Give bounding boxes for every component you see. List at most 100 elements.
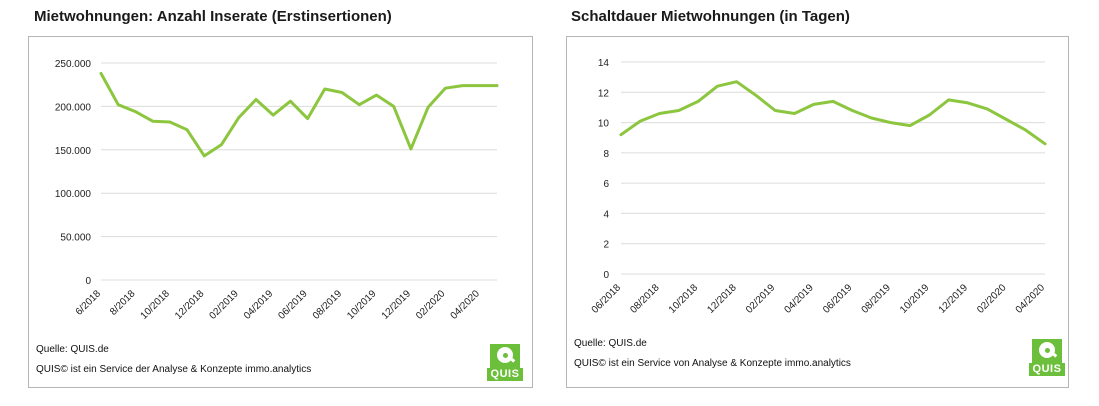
x-tick-label: 12/2019 bbox=[380, 288, 414, 322]
data-point bbox=[966, 101, 970, 105]
data-point bbox=[812, 103, 815, 106]
x-tick-label: 12/2018 bbox=[705, 282, 739, 316]
data-point bbox=[426, 106, 430, 109]
data-point bbox=[619, 133, 623, 136]
series-line bbox=[99, 71, 499, 158]
series-line bbox=[619, 80, 1047, 146]
y-tick-label: 0 bbox=[85, 276, 91, 287]
x-tick-label: 08/2019 bbox=[311, 288, 345, 322]
data-point bbox=[793, 112, 796, 115]
x-tick-label: 12/2019 bbox=[937, 282, 971, 316]
quis-logo-icon bbox=[490, 344, 520, 368]
y-tick-label: 150.000 bbox=[55, 146, 92, 157]
y-tick-label: 4 bbox=[603, 209, 609, 220]
data-point bbox=[947, 98, 950, 102]
quis-logo-icon bbox=[1032, 339, 1062, 363]
data-point bbox=[203, 154, 206, 158]
data-point bbox=[271, 113, 275, 117]
chart-panel: 0 50.000 100.000 150.000 200.000 250.000 6/201… bbox=[28, 36, 533, 388]
data-point bbox=[289, 99, 292, 103]
y-tick-label: 50.000 bbox=[60, 233, 91, 244]
y-tick-label: 8 bbox=[603, 149, 609, 160]
x-tick-label: 06/2018 bbox=[590, 282, 624, 316]
data-point bbox=[677, 109, 681, 112]
quis-logo: QUIS bbox=[487, 344, 523, 381]
source-label: Quelle: QUIS.de bbox=[36, 344, 109, 355]
credit-label: QUIS© ist ein Service von Analyse & Konz… bbox=[574, 358, 851, 369]
data-point bbox=[478, 84, 481, 87]
data-point bbox=[495, 84, 499, 87]
data-point bbox=[323, 87, 327, 91]
x-tick-label: 08/2019 bbox=[860, 282, 894, 316]
data-point bbox=[735, 80, 738, 83]
x-tick-label: 02/2019 bbox=[744, 282, 778, 316]
y-tick-label: 200.000 bbox=[55, 102, 92, 113]
x-tick-label: 02/2019 bbox=[208, 288, 242, 322]
data-point bbox=[409, 147, 413, 151]
x-tick-label: 06/2019 bbox=[276, 288, 310, 322]
data-point bbox=[340, 91, 344, 94]
data-point bbox=[658, 112, 661, 115]
data-point bbox=[716, 85, 719, 88]
data-point bbox=[461, 84, 464, 87]
data-point bbox=[851, 109, 854, 112]
line-chart: 0 50.000 100.000 150.000 200.000 250.000 6/201… bbox=[55, 59, 499, 322]
chart-plot-area: 0 2 4 6 8 10 12 14 06/2018 08/2018 10/2018 12/2018 0… bbox=[567, 37, 1070, 337]
chart-title: Schaltdauer Mietwohnungen (in Tagen) bbox=[571, 8, 850, 25]
data-point bbox=[185, 128, 189, 132]
x-tick-label: 04/2020 bbox=[1014, 282, 1048, 316]
data-point bbox=[639, 119, 642, 123]
data-point bbox=[908, 124, 912, 127]
quis-logo-text: QUIS bbox=[487, 368, 523, 381]
x-tick-label: 10/2018 bbox=[139, 288, 173, 322]
x-tick-label: 10/2019 bbox=[345, 288, 379, 322]
data-point bbox=[99, 72, 103, 75]
x-tick-label: 02/2020 bbox=[975, 282, 1009, 316]
data-point bbox=[754, 94, 758, 97]
x-tick-label: 06/2019 bbox=[821, 282, 855, 316]
chart-plot-area: 0 50.000 100.000 150.000 200.000 250.000 6/201… bbox=[29, 37, 534, 337]
x-tick-label: 04/2019 bbox=[783, 282, 817, 316]
data-point bbox=[168, 120, 172, 124]
data-point bbox=[696, 100, 700, 103]
data-point bbox=[392, 105, 395, 108]
x-tick-label: 08/2018 bbox=[628, 282, 662, 316]
x-tick-label: 12/2018 bbox=[173, 288, 207, 322]
data-point bbox=[134, 110, 137, 113]
chart-title: Mietwohnungen: Anzahl Inserate (Erstinse… bbox=[34, 8, 392, 25]
chart-panel: 0 2 4 6 8 10 12 14 06/2018 08/2018 10/2018 12/2018 0… bbox=[566, 36, 1069, 388]
x-tick-label: 8/2018 bbox=[108, 288, 138, 318]
y-tick-label: 250.000 bbox=[55, 59, 92, 70]
data-point bbox=[254, 98, 258, 101]
data-point bbox=[831, 100, 835, 103]
data-point bbox=[773, 109, 777, 112]
data-point bbox=[306, 117, 309, 120]
x-tick-label: 04/2020 bbox=[449, 288, 483, 322]
quis-logo-text: QUIS bbox=[1029, 363, 1065, 376]
x-tick-label: 02/2020 bbox=[414, 288, 448, 322]
y-tick-label: 12 bbox=[598, 88, 610, 99]
y-tick-label: 14 bbox=[598, 58, 610, 69]
y-tick-label: 0 bbox=[603, 270, 609, 281]
data-point bbox=[889, 121, 893, 124]
data-point bbox=[151, 119, 154, 123]
data-point bbox=[1024, 128, 1027, 132]
data-point bbox=[358, 103, 361, 106]
data-point bbox=[375, 93, 378, 97]
data-point bbox=[220, 143, 223, 146]
data-point bbox=[870, 116, 873, 120]
credit-label: QUIS© ist ein Service der Analyse & Konz… bbox=[36, 364, 312, 375]
data-point bbox=[117, 103, 120, 106]
data-point bbox=[1043, 142, 1047, 145]
y-tick-label: 100.000 bbox=[55, 189, 92, 200]
data-point bbox=[237, 116, 240, 119]
x-tick-label: 6/2018 bbox=[74, 288, 104, 318]
y-tick-label: 10 bbox=[598, 119, 610, 130]
data-point bbox=[985, 107, 989, 111]
x-tick-label: 10/2019 bbox=[898, 282, 932, 316]
source-label: Quelle: QUIS.de bbox=[574, 338, 647, 349]
data-point bbox=[444, 86, 447, 90]
x-tick-label: 10/2018 bbox=[667, 282, 701, 316]
data-point bbox=[1005, 118, 1008, 121]
